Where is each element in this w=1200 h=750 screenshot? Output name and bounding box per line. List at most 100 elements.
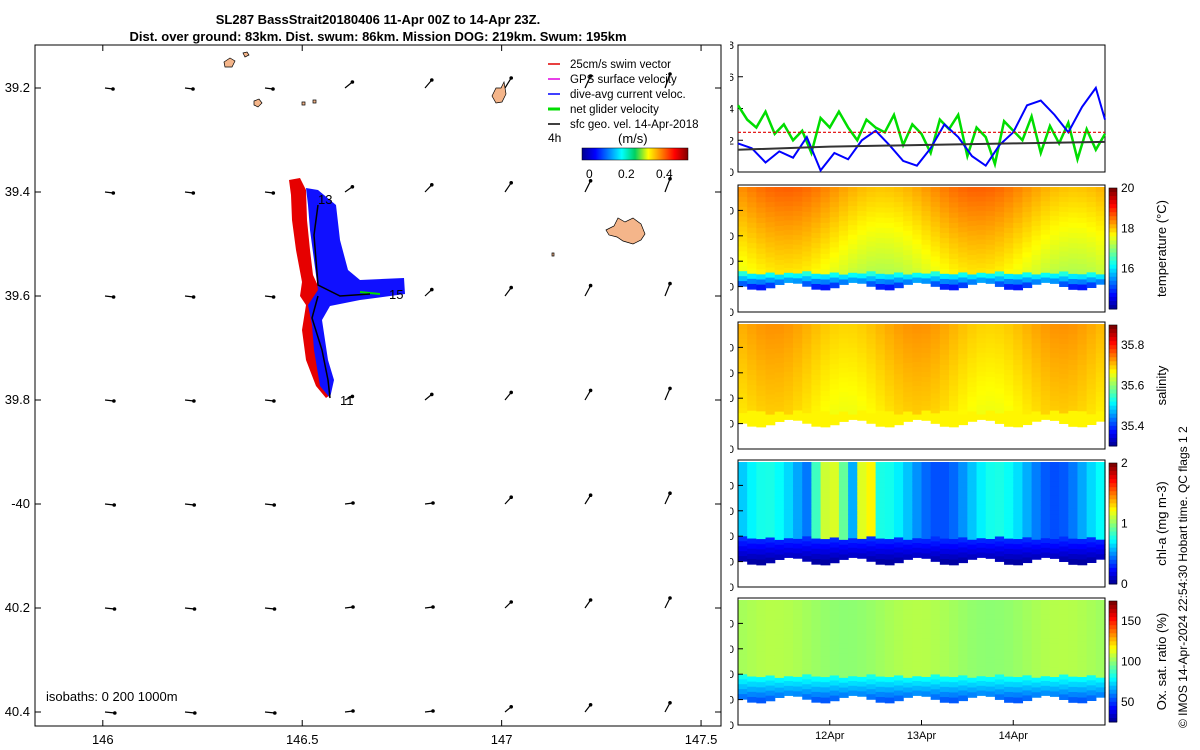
heatmap-cell — [921, 619, 932, 625]
heatmap-cell — [848, 504, 858, 511]
heatmap-cell — [1086, 374, 1097, 380]
heatmap-cell — [829, 685, 840, 692]
heatmap-cell — [958, 527, 968, 533]
heatmap-cell — [912, 206, 923, 212]
heatmap-cell — [1031, 476, 1042, 483]
depth-tick-label: 60 — [730, 669, 734, 681]
heatmap-cell — [921, 239, 932, 246]
heatmap-cell — [1022, 344, 1033, 350]
heatmap-cell — [912, 657, 923, 663]
heatmap-cell — [893, 419, 904, 426]
heatmap-cell — [848, 462, 858, 468]
heatmap-cell — [994, 343, 1005, 350]
heatmap-cell — [738, 556, 748, 562]
heatmap-cell — [939, 497, 950, 504]
heatmap-cell — [738, 466, 748, 473]
heatmap-cell — [949, 467, 959, 473]
heatmap-cell — [912, 328, 923, 335]
heatmap-cell — [811, 477, 822, 484]
colorbar-segment — [1109, 357, 1117, 362]
heatmap-cell — [811, 492, 822, 499]
heatmap-cell — [884, 359, 895, 366]
geo-velocity-arrow-head — [668, 281, 672, 286]
heatmap-cell — [1068, 656, 1079, 662]
heatmap-cell — [738, 353, 748, 360]
heatmap-cell — [903, 343, 913, 349]
heatmap-cell — [820, 605, 831, 611]
heatmap-cell — [829, 227, 840, 233]
heatmap-cell — [1059, 418, 1069, 424]
colorbar-segment — [1109, 441, 1117, 447]
heatmap-cell — [985, 244, 996, 251]
heatmap-cell — [958, 247, 968, 253]
heatmap-cell — [820, 380, 831, 387]
heatmap-cell — [903, 187, 913, 193]
colorbar-segment — [1109, 292, 1117, 298]
heatmap-cell — [949, 687, 959, 694]
legend-label: dive-avg current veloc. — [570, 89, 686, 101]
colorbar-segment — [1109, 495, 1117, 500]
heatmap-cell — [793, 643, 803, 649]
heatmap-cell — [1059, 226, 1069, 233]
heatmap-cell — [939, 400, 950, 407]
dive-avg-current-band — [306, 188, 405, 398]
heatmap-cell — [903, 496, 913, 502]
heatmap-cell — [793, 230, 803, 236]
heatmap-cell — [838, 653, 849, 659]
heatmap-cell — [1022, 680, 1033, 686]
heatmap-cell — [848, 614, 858, 620]
heatmap-cell — [1040, 680, 1051, 687]
heatmap-cell — [985, 405, 996, 412]
heatmap-cell — [866, 276, 877, 282]
heatmap-cell — [1022, 262, 1033, 268]
heatmap-cell — [967, 549, 978, 555]
heatmap-cell — [811, 482, 822, 489]
heatmap-cell — [1068, 279, 1079, 285]
heatmap-cell — [1086, 497, 1097, 503]
heatmap-cell — [985, 249, 996, 255]
heatmap-cell — [1095, 624, 1106, 630]
heatmap-cell — [1068, 400, 1079, 407]
heatmap-cell — [866, 328, 877, 335]
heatmap-cell — [811, 192, 822, 198]
heatmap-cell — [967, 358, 978, 364]
heatmap-cell — [802, 674, 812, 680]
heatmap-cell — [985, 667, 996, 673]
heatmap-cell — [802, 398, 812, 404]
heatmap-cell — [747, 523, 757, 529]
heatmap-cell — [1022, 247, 1033, 253]
heatmap-cell — [976, 476, 987, 482]
heatmap-cell — [921, 254, 932, 260]
heatmap-cell — [793, 657, 803, 664]
heatmap-cell — [884, 666, 895, 673]
heatmap-cell — [793, 376, 803, 383]
heatmap-cell — [820, 544, 831, 550]
heatmap-cell — [1068, 518, 1079, 524]
heatmap-cell — [903, 534, 913, 541]
heatmap-cell — [1031, 604, 1042, 611]
heatmap-cell — [893, 207, 904, 213]
heatmap-cell — [765, 262, 776, 269]
heatmap-cell — [848, 681, 858, 687]
heatmap-cell — [1022, 277, 1033, 284]
heatmap-cell — [1013, 620, 1024, 627]
heatmap-cell — [848, 685, 858, 692]
heatmap-cell — [820, 656, 831, 663]
heatmap-cell — [793, 201, 803, 207]
heatmap-cell — [994, 196, 1005, 203]
heatmap-cell — [967, 387, 978, 393]
heatmap-cell — [747, 467, 757, 473]
heatmap-cell — [1059, 324, 1069, 330]
heatmap-cell — [967, 264, 978, 271]
heatmap-cell — [949, 279, 959, 286]
heatmap-cell — [802, 246, 812, 253]
heatmap-cell — [1049, 652, 1060, 659]
heatmap-cell — [1040, 685, 1051, 692]
heatmap-cell — [1031, 687, 1042, 693]
heatmap-cell — [903, 372, 913, 379]
heatmap-cell — [903, 362, 913, 369]
colorbar-segment — [1109, 224, 1117, 229]
heatmap-cell — [774, 353, 785, 359]
heatmap-cell — [985, 600, 996, 606]
heatmap-cell — [967, 491, 978, 497]
